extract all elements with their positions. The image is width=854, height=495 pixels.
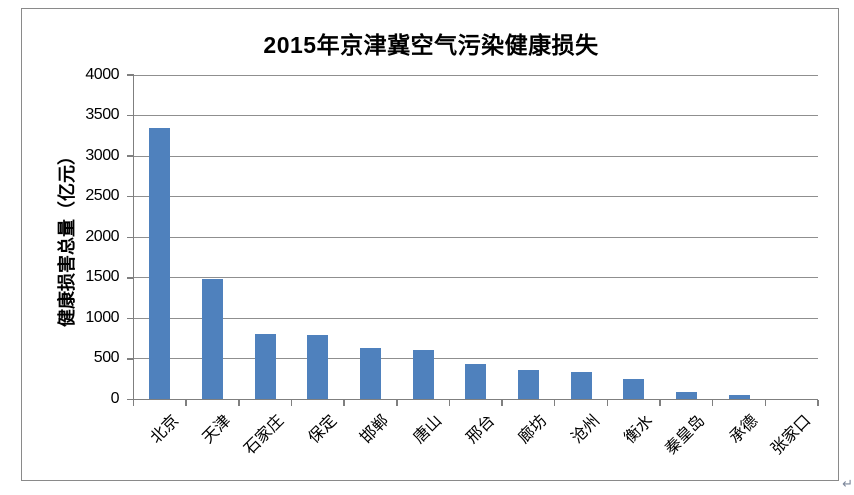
x-axis-tick	[132, 399, 135, 406]
chart-title: 2015年京津冀空气污染健康损失	[263, 32, 599, 58]
y-axis-tick	[127, 155, 134, 157]
y-axis-tick	[127, 114, 134, 117]
bar-5	[412, 350, 434, 400]
bar-1	[201, 278, 223, 400]
x-axis-tick	[553, 399, 556, 406]
x-axis-tick	[396, 399, 398, 406]
paragraph-return-icon: ↵	[842, 476, 853, 491]
bar-4	[359, 347, 381, 400]
bar-10	[675, 392, 697, 400]
gridline	[133, 115, 818, 117]
y-tick-label: 1000	[85, 308, 119, 326]
bar-6	[465, 363, 487, 400]
y-tick-label: 4000	[85, 65, 119, 83]
x-axis-tick	[448, 399, 451, 406]
x-axis-tick	[343, 399, 345, 406]
y-axis-tick	[127, 358, 134, 360]
y-axis-tick	[127, 195, 134, 198]
y-axis-tick	[127, 74, 134, 76]
x-axis-tick	[290, 399, 293, 406]
gridline	[133, 358, 818, 360]
gridline	[133, 277, 818, 279]
y-tick-label: 2000	[85, 227, 119, 245]
y-axis-tick	[127, 236, 134, 238]
gridline	[133, 155, 818, 157]
x-axis-tick	[817, 399, 819, 406]
y-tick-label: 3000	[85, 146, 119, 164]
bar-7	[517, 369, 539, 400]
x-axis-tick	[659, 399, 661, 406]
y-axis-tick	[127, 398, 134, 401]
bar-3	[307, 334, 329, 400]
x-axis-tick	[606, 399, 609, 406]
gridline	[133, 74, 818, 76]
gridline	[133, 236, 818, 238]
x-axis-line	[133, 398, 818, 401]
bar-2	[254, 333, 276, 400]
gridline	[133, 317, 818, 319]
bar-0	[149, 127, 171, 400]
y-axis-tick	[127, 317, 134, 320]
y-tick-label: 2500	[85, 187, 119, 205]
bar-11	[728, 395, 750, 400]
bar-9	[623, 379, 645, 400]
gridline	[133, 196, 818, 198]
x-axis-tick	[185, 399, 187, 406]
x-axis-tick	[764, 399, 767, 406]
x-axis-tick	[501, 399, 503, 406]
x-axis-tick	[238, 399, 240, 406]
y-axis-line	[132, 75, 135, 401]
y-tick-label: 0	[110, 390, 120, 407]
y-tick-label: 1500	[85, 268, 119, 286]
x-axis-tick	[711, 399, 714, 406]
y-tick-label: 500	[93, 349, 120, 367]
y-axis-tick	[127, 277, 134, 279]
bar-8	[570, 371, 592, 400]
y-tick-label: 3500	[85, 106, 119, 124]
